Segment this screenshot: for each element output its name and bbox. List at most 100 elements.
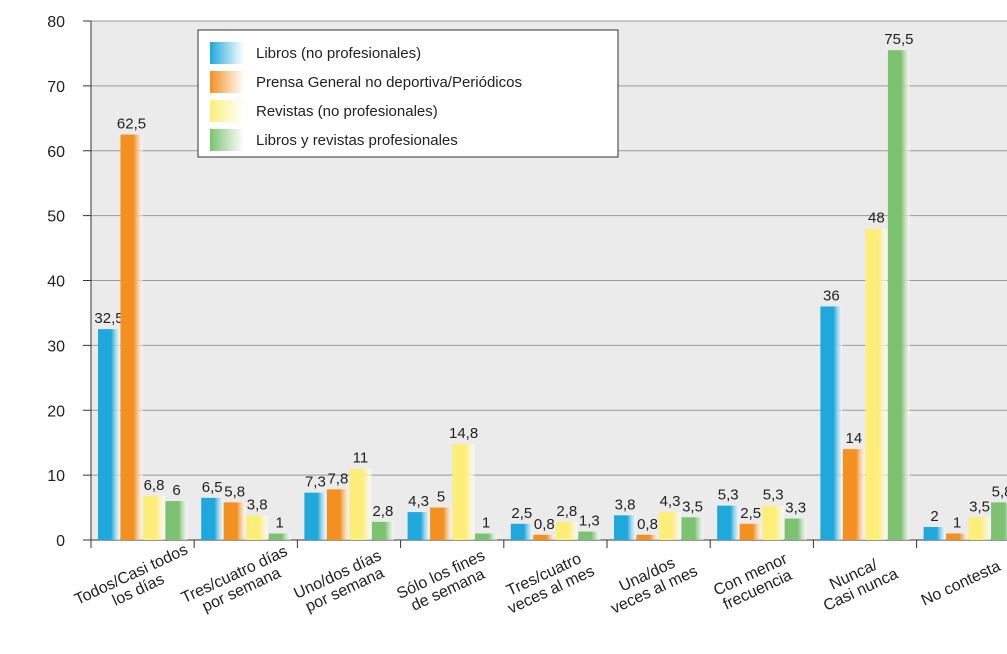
x-tick-label: No contesta — [919, 558, 1004, 610]
bar — [968, 517, 991, 540]
value-label: 3,8 — [615, 496, 636, 513]
value-label: 32,5 — [94, 310, 123, 327]
bar — [304, 492, 327, 540]
value-label: 3,5 — [682, 498, 703, 515]
x-tick-label: Tres/cuatroveces al mes — [498, 548, 597, 618]
y-tick-label: 30 — [47, 338, 65, 355]
value-label: 5,8 — [224, 483, 245, 500]
x-tick-label: Sólo los finesde semana — [394, 547, 495, 618]
bar — [165, 501, 188, 540]
value-label: 14,8 — [449, 425, 478, 442]
value-label: 7,8 — [327, 470, 348, 487]
y-tick-label: 20 — [47, 403, 65, 420]
bar — [201, 497, 224, 540]
value-label: 6 — [172, 482, 180, 499]
value-label: 1 — [276, 515, 284, 532]
bar — [717, 505, 740, 540]
bar — [326, 489, 349, 540]
legend-label: Libros y revistas profesionales — [256, 132, 458, 149]
bar — [223, 502, 246, 540]
y-tick-label: 70 — [47, 79, 65, 96]
y-tick-label: 80 — [47, 14, 65, 31]
value-label: 5,3 — [763, 487, 784, 504]
bar — [820, 306, 843, 540]
y-tick-label: 0 — [56, 533, 65, 550]
value-label: 3,8 — [247, 496, 268, 513]
legend-label: Prensa General no deportiva/Periódicos — [256, 74, 522, 91]
value-label: 3,5 — [969, 498, 990, 515]
bar — [510, 523, 533, 540]
value-label: 5,3 — [718, 487, 739, 504]
value-label: 6,8 — [144, 477, 165, 494]
bar — [475, 533, 498, 540]
value-label: 6,5 — [202, 479, 223, 496]
x-tick-label: Nunca/Casi nunca — [814, 550, 901, 615]
bar — [659, 512, 681, 540]
bar — [887, 50, 910, 540]
bar — [842, 449, 865, 540]
x-tick-label: Una/dosveces al mes — [601, 548, 700, 618]
y-tick-label: 10 — [47, 468, 65, 485]
x-tick-label: Tres/cuatro díaspor semana — [179, 543, 298, 622]
bar — [349, 468, 372, 540]
value-label: 0,8 — [637, 516, 658, 533]
legend-swatch — [210, 71, 244, 93]
legend-label: Revistas (no profesionales) — [256, 103, 438, 120]
value-label: 0,8 — [534, 516, 555, 533]
value-label: 1 — [482, 515, 490, 532]
x-tick-label: Todos/Casi todoslos días — [72, 541, 198, 624]
bar — [533, 534, 556, 540]
bar — [865, 228, 888, 540]
bar — [371, 521, 394, 540]
value-label: 2,5 — [511, 505, 532, 522]
value-label: 1,3 — [579, 513, 600, 530]
y-tick-label: 50 — [47, 209, 65, 226]
value-label: 3,3 — [785, 500, 806, 517]
bar — [784, 518, 807, 540]
legend-swatch — [210, 42, 244, 64]
bar — [946, 533, 969, 540]
value-label: 48 — [868, 210, 885, 227]
y-tick-label: 60 — [47, 144, 65, 161]
value-label: 2,8 — [372, 503, 393, 520]
value-label: 2 — [930, 508, 938, 525]
value-label: 75,5 — [884, 31, 913, 48]
bar — [991, 502, 1007, 540]
legend-swatch — [210, 100, 244, 122]
bar — [98, 329, 120, 540]
value-label: 2,5 — [740, 505, 761, 522]
value-label: 5 — [437, 489, 445, 506]
bar — [923, 527, 946, 540]
legend-swatch — [210, 129, 244, 151]
bar — [636, 534, 659, 540]
bar — [452, 443, 475, 540]
x-tick-label: Con menorfrecuencia — [711, 550, 798, 614]
value-label: 11 — [353, 450, 369, 467]
bar — [268, 533, 291, 540]
bar — [614, 515, 636, 540]
bar — [143, 495, 165, 540]
bar — [739, 523, 762, 540]
value-label: 7,3 — [305, 474, 326, 491]
bar — [681, 517, 704, 540]
value-label: 2,8 — [556, 503, 577, 520]
value-label: 4,3 — [408, 493, 429, 510]
legend — [197, 29, 619, 158]
y-tick-label: 40 — [47, 274, 65, 291]
value-label: 36 — [823, 287, 840, 304]
value-label: 5,8 — [992, 483, 1007, 500]
bar — [555, 521, 578, 540]
bar — [120, 134, 143, 540]
bar — [762, 505, 785, 540]
value-label: 14 — [846, 430, 863, 447]
legend-label: Libros (no profesionales) — [256, 45, 421, 62]
bar — [407, 512, 430, 540]
bar — [578, 531, 601, 540]
bar — [430, 507, 453, 540]
bar — [246, 515, 269, 540]
x-tick-label: Uno/dos díaspor semana — [291, 547, 391, 617]
value-label: 4,3 — [660, 493, 681, 510]
value-label: 1 — [953, 515, 961, 532]
value-label: 62,5 — [117, 116, 146, 133]
